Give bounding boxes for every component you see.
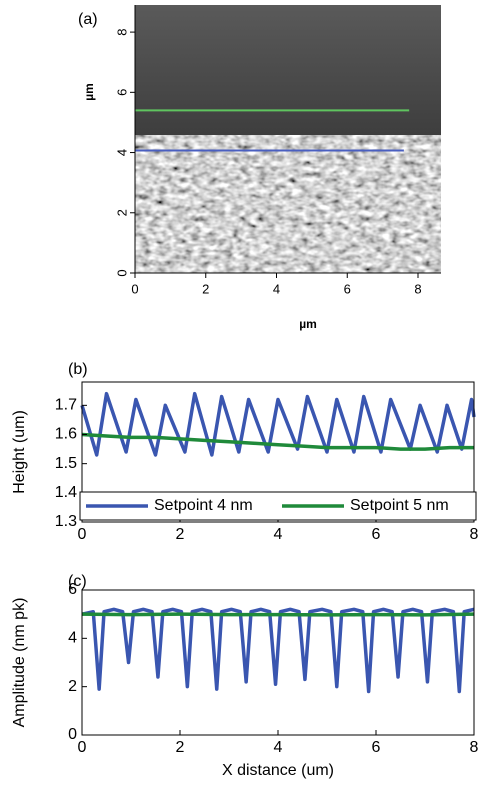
y-tick-label: 1.4 (55, 484, 77, 501)
legend-label: Setpoint 5 nm (350, 497, 449, 514)
x-axis-label: X distance (um) (222, 762, 334, 779)
textured-region (135, 135, 441, 273)
x-tick-label: 8 (414, 281, 421, 296)
data-line (81, 612, 475, 617)
x-tick-label: 6 (372, 739, 381, 756)
y-axis-label: Height (um) (11, 410, 28, 494)
legend-label: Setpoint 4 nm (154, 497, 253, 514)
x-tick-label: 0 (78, 739, 87, 756)
data-line (81, 432, 474, 451)
afm-image (135, 5, 441, 273)
x-tick-label: 4 (274, 526, 283, 543)
x-tick-label: 4 (273, 281, 280, 296)
y-axis-label: µm (82, 83, 96, 101)
y-tick-label: 6 (114, 89, 129, 96)
y-tick-label: 2 (68, 678, 77, 695)
x-tick-label: 2 (176, 739, 185, 756)
panel-label: (c) (68, 573, 87, 590)
y-tick-label: 1.3 (55, 513, 77, 530)
y-tick-label: 6 (68, 581, 77, 598)
data-line (80, 391, 476, 457)
x-tick-label: 2 (202, 281, 209, 296)
y-tick-label: 0 (68, 726, 77, 743)
y-axis-label: Amplitude (nm pk) (11, 598, 28, 728)
x-tick-label: 2 (176, 526, 185, 543)
y-tick-label: 1.6 (55, 426, 77, 443)
panel-label: (a) (78, 11, 98, 28)
smooth-region (135, 5, 441, 135)
x-tick-label: 0 (131, 281, 138, 296)
y-tick-label: 0 (114, 269, 129, 276)
data-line (81, 607, 475, 694)
x-tick-label: 0 (78, 526, 87, 543)
y-tick-label: 4 (68, 630, 77, 647)
x-tick-label: 8 (470, 526, 479, 543)
y-tick-label: 8 (114, 28, 129, 35)
x-tick-label: 8 (470, 739, 479, 756)
x-tick-label: 6 (344, 281, 351, 296)
x-tick-label: 4 (274, 739, 283, 756)
panel-label: (b) (68, 361, 88, 378)
x-tick-label: 6 (372, 526, 381, 543)
y-tick-label: 2 (114, 209, 129, 216)
y-tick-label: 1.5 (55, 455, 77, 472)
y-tick-label: 4 (114, 149, 129, 156)
x-axis-label: µm (299, 317, 317, 331)
y-tick-label: 1.7 (55, 397, 77, 414)
